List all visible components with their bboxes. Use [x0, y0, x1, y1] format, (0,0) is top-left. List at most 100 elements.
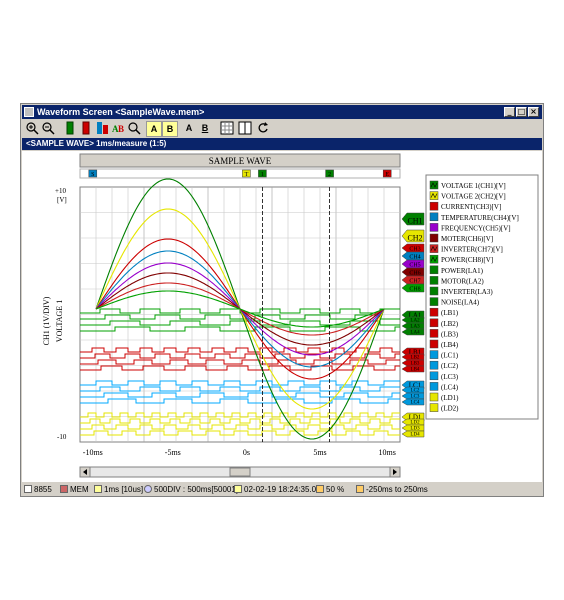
grid-icon[interactable] — [220, 121, 234, 135]
channel-tag-label: LC4 — [411, 401, 420, 406]
status-zoom: 50 % — [316, 485, 344, 495]
channel-tag-label: LD1 — [409, 414, 422, 422]
close-button[interactable]: × — [528, 107, 539, 117]
channel-tag-la4[interactable] — [401, 328, 425, 336]
legend-swatch[interactable] — [429, 286, 439, 296]
channel-tag-lc4[interactable] — [401, 398, 425, 406]
channel-down-icon[interactable] — [79, 121, 93, 135]
channel-tag-ch3[interactable] — [401, 243, 425, 253]
legend-swatch[interactable] — [429, 371, 439, 381]
maximize-button[interactable]: □ — [516, 107, 527, 117]
status-interval: 1ms [10us] — [94, 485, 143, 495]
search-icon[interactable] — [127, 121, 141, 135]
legend-item-label: CURRENT(CH3)[V] — [441, 203, 501, 211]
legend-swatch[interactable] — [429, 223, 439, 232]
channel-tag-lc2[interactable] — [401, 386, 425, 394]
logic-trace — [80, 386, 400, 392]
status-mem: MEM — [60, 485, 89, 495]
channel-up-icon[interactable] — [63, 121, 77, 135]
waveform-plot[interactable]: SAMPLE WAVE S T 1 2 E +10 [V] -10 CH1 (1V/DI… — [22, 151, 542, 482]
legend-swatch[interactable] — [429, 212, 439, 222]
scroll-right-icon — [393, 469, 397, 475]
logic-trace — [80, 412, 400, 418]
channel-tag-ch7[interactable] — [401, 275, 425, 285]
legend-item-label: POWER(LA1) — [441, 267, 484, 275]
status-bar: 8855 MEM 1ms [10us] 500DIV : 500ms[50001… — [22, 484, 542, 496]
legend-swatch[interactable] — [429, 201, 439, 211]
logic-trace — [80, 353, 400, 359]
channel-tag-lb4[interactable] — [401, 365, 425, 373]
channel-tag-ld4[interactable] — [401, 430, 425, 438]
marker-2[interactable] — [325, 169, 334, 178]
channel-tag-lc3[interactable] — [401, 392, 425, 400]
channel-tag-ch1[interactable] — [401, 212, 425, 226]
plot-title-box — [79, 153, 401, 168]
channel-tag-la3[interactable] — [401, 322, 425, 330]
split-icon[interactable] — [238, 121, 252, 135]
legend-item-label: (LC1) — [441, 352, 459, 360]
legend-swatch[interactable] — [429, 403, 439, 412]
marker-E[interactable] — [382, 169, 392, 178]
logic-trace — [80, 359, 400, 365]
legend-swatch[interactable] — [429, 297, 439, 306]
zoom-in-icon[interactable] — [25, 121, 39, 135]
title-bar[interactable]: Waveform Screen <SampleWave.mem> _ □ × — [22, 105, 542, 119]
channel-tag-label: LA4 — [410, 331, 420, 336]
channel-tag-ld3[interactable] — [401, 424, 425, 432]
plot-area: SAMPLE WAVE S T 1 2 E +10 [V] -10 CH1 (1V/DI… — [22, 151, 542, 482]
channel-tag-label: LB2 — [411, 356, 420, 361]
legend-swatch[interactable] — [429, 265, 439, 275]
legend-swatch[interactable] — [429, 276, 439, 285]
channel-tag-label: CH8 — [409, 287, 420, 293]
app-icon — [24, 107, 34, 117]
legend-item-label: (LD2) — [441, 405, 459, 413]
channel-tag-la2[interactable] — [401, 316, 425, 324]
channel-tag-label: CH2 — [407, 234, 422, 243]
legend-item-label: TEMPERATURE(CH4)[V] — [441, 214, 519, 222]
legend-swatch[interactable] — [429, 318, 439, 328]
text-b-button[interactable]: B — [201, 123, 209, 133]
legend-swatch[interactable] — [429, 360, 439, 370]
label-a-button[interactable]: A — [146, 121, 162, 137]
channel-tag-lb2[interactable] — [401, 353, 425, 361]
cursor-a-icon[interactable] — [95, 121, 109, 135]
channel-tag-ld2[interactable] — [401, 418, 425, 426]
channel-tag-ch6[interactable] — [401, 267, 425, 277]
marker-T[interactable] — [242, 169, 251, 178]
logic-trace — [80, 365, 400, 371]
y-axis-label-1: CH1 (1V/DIV) — [42, 296, 51, 345]
text-a-button[interactable]: A — [185, 123, 193, 133]
label-b-button[interactable]: B — [162, 121, 178, 137]
minimize-button[interactable]: _ — [504, 107, 515, 117]
legend-swatch[interactable] — [429, 382, 439, 391]
svg-text:A: A — [112, 124, 119, 134]
legend-swatch[interactable] — [429, 329, 439, 338]
channel-tag-lb3[interactable] — [401, 359, 425, 367]
channel-tag-ch8[interactable] — [401, 283, 425, 293]
marker-1[interactable] — [258, 169, 267, 178]
y-axis-label-2: VOLTAGE 1 — [55, 300, 64, 342]
channel-tag-label: LB3 — [411, 362, 420, 367]
marker-label: T — [245, 172, 249, 178]
refresh-icon[interactable] — [256, 121, 270, 135]
logic-trace — [80, 380, 400, 386]
y-unit-label: [V] — [57, 196, 67, 204]
channel-tag-ch2[interactable] — [401, 229, 425, 243]
legend-swatch[interactable] — [429, 339, 439, 349]
channel-tag-label: LA2 — [410, 319, 420, 324]
scroll-thumb[interactable] — [229, 467, 251, 477]
legend-swatch[interactable] — [429, 350, 439, 359]
marker-S[interactable] — [88, 169, 98, 178]
legend-swatch[interactable] — [429, 392, 439, 402]
zoom-out-icon[interactable] — [41, 121, 55, 135]
channel-tag-ch5[interactable] — [401, 259, 425, 269]
channel-tag-ch4[interactable] — [401, 251, 425, 261]
legend-item-label: (LB4) — [441, 341, 459, 349]
calendar-icon — [234, 485, 242, 493]
legend-swatch[interactable] — [429, 233, 439, 243]
x-tick-label: -10ms — [83, 448, 103, 457]
legend-item-label: INVERTER(CH7)[V] — [441, 246, 503, 254]
legend-swatch[interactable] — [429, 307, 439, 317]
